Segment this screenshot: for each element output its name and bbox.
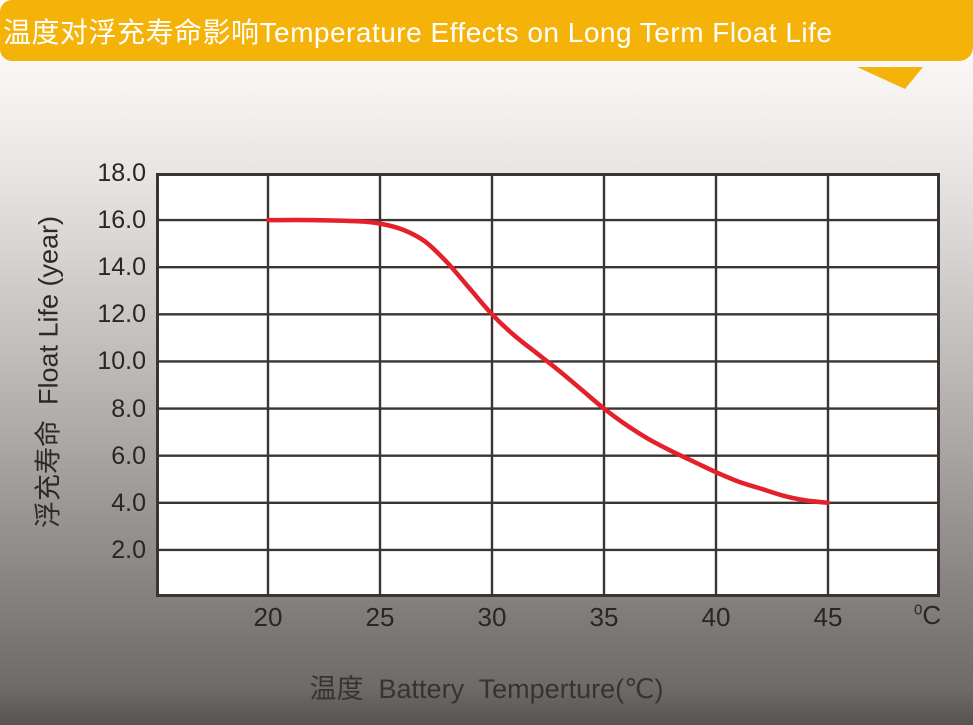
x-axis-tick-label: 30 [477,602,507,632]
float-life-curve [265,217,831,506]
x-axis-tick-label: 40 [701,602,731,632]
x-axis-unit-label: 0C [914,600,941,631]
title-banner: 温度对浮充寿命影响Temperature Effects on Long Ter… [0,0,973,61]
page-title: 温度对浮充寿命影响Temperature Effects on Long Ter… [3,16,833,48]
y-axis-tick-label: 12.0 [97,300,146,329]
y-axis-tick-label: 2.0 [111,535,146,564]
x-axis-tick-label: 25 [365,602,395,632]
float-life-curve-chart [156,173,940,597]
y-axis-tick-label: 6.0 [111,441,146,470]
chart-plot-area [156,173,940,597]
x-axis-title: 温度 Battery Temperture(℃) [309,674,664,704]
x-axis-tick-label: 20 [253,602,283,632]
x-axis-tick-label: 35 [589,602,619,632]
y-axis-title: 浮充寿命 Float Life (year) [33,215,64,529]
y-axis-tick-label: 18.0 [97,159,146,187]
y-axis-tick-label: 16.0 [97,206,146,235]
degree-sup: 0 [914,601,923,619]
y-axis-tick-label: 4.0 [111,488,146,517]
y-axis-tick-label: 8.0 [111,394,146,423]
y-axis-tick-label: 14.0 [97,253,146,282]
banner-tail-pointer [857,67,923,89]
unit-c: C [922,600,942,630]
y-axis-tick-label: 10.0 [97,347,146,376]
x-axis-tick-label: 45 [813,602,843,632]
